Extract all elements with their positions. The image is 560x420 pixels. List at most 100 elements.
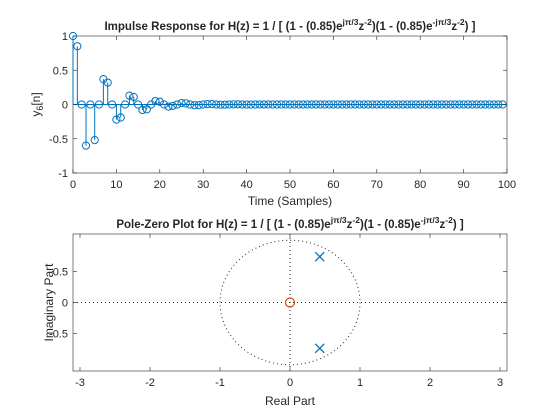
stem-marker — [272, 100, 282, 109]
stem-marker — [476, 100, 486, 109]
stem-marker — [281, 100, 290, 109]
stem-marker — [138, 105, 147, 115]
stem-marker — [329, 100, 338, 109]
stem-marker — [294, 100, 303, 109]
stem-marker — [359, 100, 368, 109]
stem-marker — [116, 113, 125, 122]
stem-marker — [450, 100, 460, 109]
stem-marker — [459, 100, 468, 109]
stem-marker — [277, 100, 286, 109]
y-tick-label: -0.5 — [49, 329, 68, 341]
stem-marker — [190, 101, 199, 110]
stem-marker — [407, 100, 416, 109]
stem-marker — [90, 136, 99, 145]
stem-marker — [199, 100, 208, 109]
stem-marker — [212, 100, 221, 109]
stem-marker — [485, 100, 494, 109]
stem-marker — [194, 101, 203, 110]
pole-zero-ticks: -3 -2 -1 0 1 2 3 0.5 0 -0.5 — [49, 234, 507, 389]
impulse-stems — [68, 31, 507, 150]
y-tick-label: 1 — [62, 31, 68, 43]
stem-marker — [173, 100, 182, 109]
x-tick-label: 10 — [110, 179, 122, 191]
stem-marker — [120, 100, 130, 109]
stem-marker — [151, 96, 160, 106]
stem-marker — [264, 100, 273, 109]
stem-marker — [429, 100, 438, 109]
stem-marker — [94, 100, 104, 109]
stem-marker — [216, 100, 225, 109]
stem-marker — [416, 100, 425, 109]
stem-marker — [134, 100, 143, 109]
stem-marker — [86, 100, 95, 109]
stem-marker — [285, 100, 295, 109]
stem-marker — [385, 100, 394, 109]
y-tick-label: 0.5 — [53, 65, 68, 77]
stem-marker — [489, 100, 499, 109]
stem-marker — [233, 100, 243, 109]
stem-marker — [468, 100, 477, 109]
x-tick-label: -3 — [75, 377, 85, 389]
stem-marker — [311, 100, 321, 109]
stem-marker — [351, 100, 360, 109]
stem-marker — [77, 100, 86, 109]
stem-marker — [290, 100, 299, 109]
x-tick-label: 70 — [371, 179, 383, 191]
stem-marker — [177, 99, 186, 108]
stem-marker — [246, 100, 256, 109]
impulse-ylabel: y6[n] — [29, 92, 45, 116]
stem-marker — [155, 97, 164, 106]
x-tick-label: 20 — [154, 179, 166, 191]
impulse-ticks: 0 10 20 30 40 50 60 70 80 90 100 1 0.5 0 -0.5 -1 — [49, 31, 516, 191]
stem-marker — [346, 100, 355, 109]
stem-marker — [364, 100, 373, 109]
pole-marker — [314, 251, 325, 262]
stem-marker — [242, 100, 251, 109]
stem-marker — [129, 92, 138, 102]
stem-marker — [303, 100, 312, 109]
stem-marker — [481, 100, 490, 109]
stem-marker — [112, 115, 121, 124]
unit-circle — [219, 239, 361, 366]
stem-marker — [463, 100, 473, 109]
stem-marker — [68, 31, 78, 41]
stem-marker — [424, 100, 433, 109]
pole-zero-title: Pole-Zero Plot for H(z) = 1 / [ (1 - (0.… — [116, 215, 464, 231]
stem-marker — [494, 100, 503, 109]
stem-marker — [298, 100, 308, 109]
stem-marker — [381, 100, 390, 109]
stem-marker — [229, 100, 238, 109]
stem-marker — [342, 100, 351, 109]
stem-marker — [420, 100, 429, 109]
stem-marker — [433, 100, 442, 109]
x-tick-label: 40 — [240, 179, 252, 191]
x-tick-label: 90 — [457, 179, 469, 191]
impulse-response-title: Impulse Response for H(z) = 1 / [ (1 - (… — [104, 17, 475, 33]
stem-marker — [437, 100, 446, 109]
y-tick-label: 0 — [62, 100, 68, 112]
x-tick-label: 60 — [327, 179, 339, 191]
y-tick-label: 0 — [62, 298, 68, 310]
stem-marker — [259, 100, 269, 109]
stem-marker — [207, 100, 216, 109]
x-tick-label: 30 — [197, 179, 209, 191]
stem-marker — [268, 100, 277, 109]
stem-marker — [372, 100, 381, 109]
stem-marker — [398, 100, 407, 109]
stem-marker — [411, 100, 420, 109]
stem-marker — [181, 99, 190, 108]
stem-marker — [125, 91, 134, 100]
pole-marker — [314, 343, 325, 354]
stem-marker — [355, 100, 364, 109]
stem-marker — [472, 100, 481, 109]
stem-marker — [107, 100, 117, 109]
y-tick-label: -0.5 — [49, 134, 68, 146]
x-tick-label: 1 — [357, 377, 363, 389]
stem-marker — [498, 100, 507, 109]
stem-marker — [142, 105, 151, 114]
pole-zero-ylabel: Imaginary Part — [42, 263, 56, 342]
x-tick-label: 80 — [414, 179, 426, 191]
x-tick-label: 0 — [287, 377, 293, 389]
stem-marker — [446, 100, 455, 109]
stem-marker — [337, 100, 347, 109]
